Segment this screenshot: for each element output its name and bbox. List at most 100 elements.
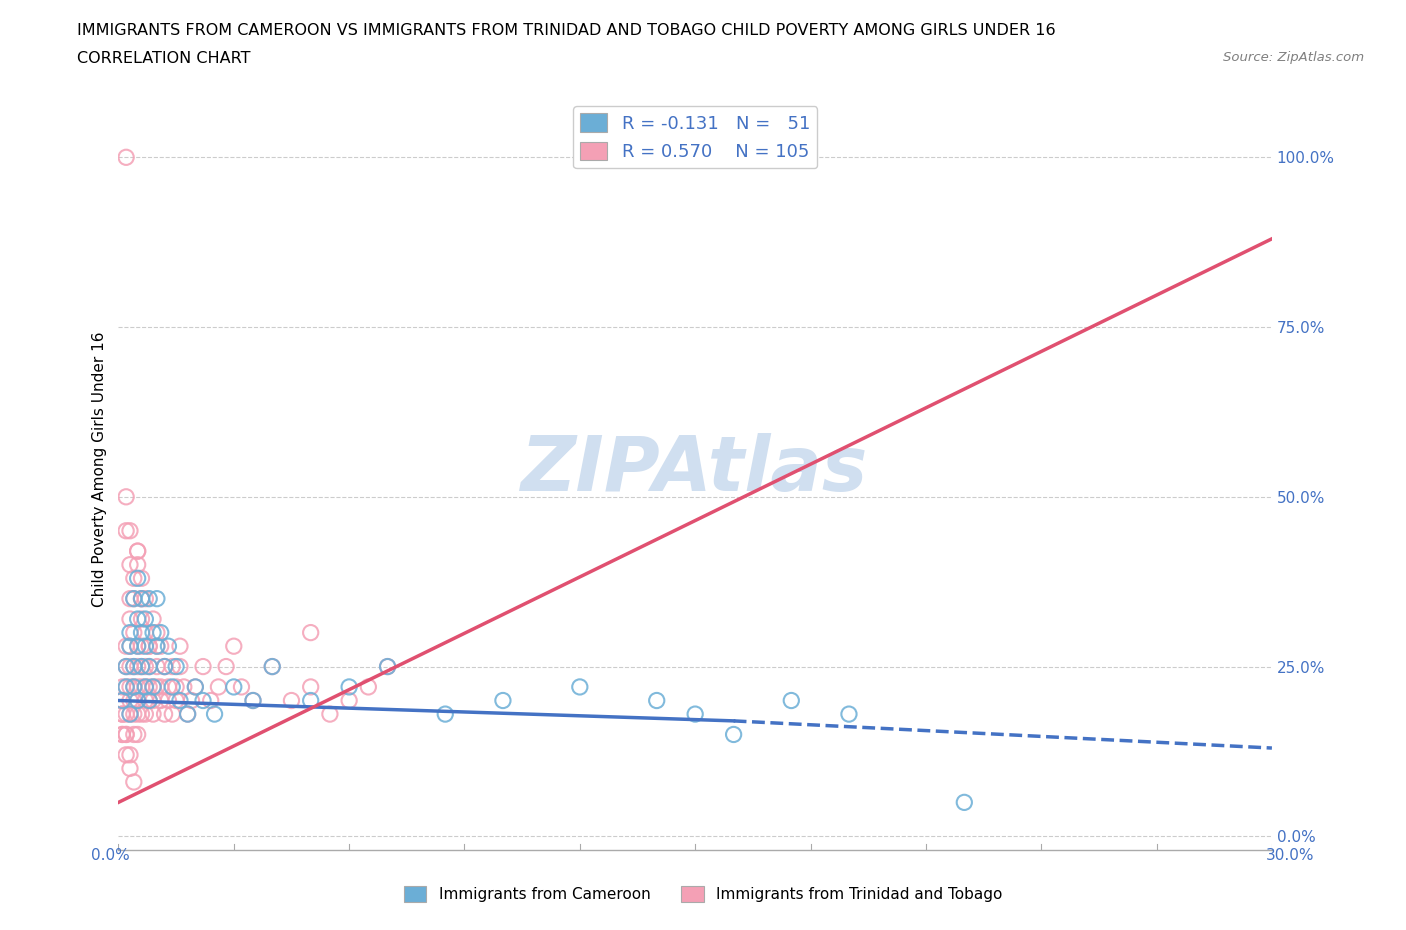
Point [723,727,745,742]
Point [127,544,149,559]
Point [138,591,160,606]
Point [115,748,138,763]
Point [337,680,360,695]
Point [146,639,169,654]
Point [157,693,180,708]
Point [262,659,284,674]
Point [115,680,138,695]
Point [215,659,238,674]
Point [146,680,169,695]
Point [127,707,149,722]
Point [131,707,153,722]
Point [131,612,153,627]
Point [165,693,187,708]
Point [131,571,153,586]
Point [149,639,172,654]
Text: IMMIGRANTS FROM CAMEROON VS IMMIGRANTS FROM TRINIDAD AND TOBAGO CHILD POVERTY AM: IMMIGRANTS FROM CAMEROON VS IMMIGRANTS F… [77,23,1056,38]
Point [149,680,172,695]
Point [134,680,156,695]
Point [131,591,153,606]
Point [115,727,138,742]
Point [200,693,222,708]
Point [118,761,141,776]
Point [131,659,153,674]
Point [122,571,145,586]
Point [153,659,176,674]
Point [157,639,180,654]
Point [149,693,172,708]
Point [231,680,253,695]
Point [146,659,169,674]
Point [127,659,149,674]
Point [377,659,399,674]
Point [492,693,515,708]
Point [134,680,156,695]
Point [138,659,160,674]
Point [165,680,187,695]
Point [115,639,138,654]
Point [138,693,160,708]
Point [162,707,184,722]
Point [127,693,149,708]
Point [953,795,976,810]
Point [138,639,160,654]
Point [184,680,207,695]
Point [122,591,145,606]
Point [142,693,165,708]
Point [122,659,145,674]
Point [122,659,145,674]
Point [122,727,145,742]
Point [111,727,134,742]
Point [142,680,165,695]
Point [127,680,149,695]
Text: Source: ZipAtlas.com: Source: ZipAtlas.com [1223,51,1364,64]
Point [122,775,145,790]
Text: 0.0%: 0.0% [91,848,131,863]
Point [118,693,141,708]
Point [118,524,141,538]
Point [115,659,138,674]
Point [149,625,172,640]
Point [299,680,322,695]
Point [111,707,134,722]
Point [169,639,191,654]
Point [134,659,156,674]
Point [138,693,160,708]
Point [153,707,176,722]
Point [337,693,360,708]
Point [122,625,145,640]
Point [146,625,169,640]
Point [134,639,156,654]
Point [115,150,138,165]
Point [568,680,591,695]
Point [299,625,322,640]
Point [134,707,156,722]
Point [142,707,165,722]
Point [118,612,141,627]
Point [142,680,165,695]
Point [319,707,342,722]
Point [118,659,141,674]
Point [118,639,141,654]
Point [118,639,141,654]
Point [191,693,214,708]
Point [299,693,322,708]
Point [115,727,138,742]
Point [118,748,141,763]
Point [118,591,141,606]
Point [242,693,264,708]
Point [138,659,160,674]
Point [377,659,399,674]
Point [142,625,165,640]
Point [184,680,207,695]
Point [138,680,160,695]
Point [165,659,187,674]
Point [222,680,245,695]
Text: 30.0%: 30.0% [1267,848,1315,863]
Point [127,639,149,654]
Point [134,591,156,606]
Point [127,693,149,708]
Point [645,693,668,708]
Point [176,707,198,722]
Point [122,680,145,695]
